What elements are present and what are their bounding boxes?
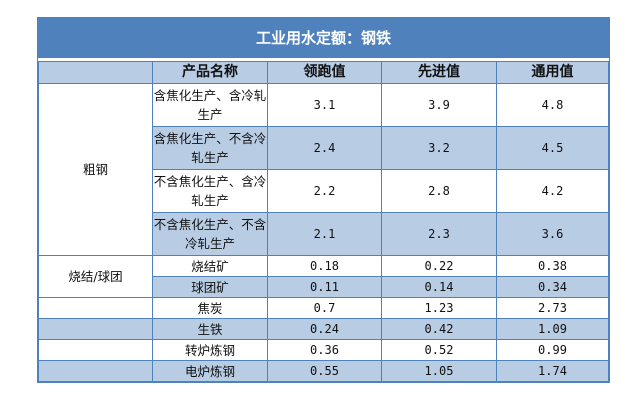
advanced-value: 0.52 [381,339,497,361]
product-cell: 不含焦化生产、不含冷轧生产 [152,212,268,256]
advanced-value: 0.42 [381,318,497,340]
lead-value: 0.7 [267,297,382,319]
group-empty [38,339,153,361]
general-value: 1.09 [496,318,609,340]
group-empty [38,297,153,319]
table-row: 转炉炼钢 0.36 0.52 0.99 [38,339,609,361]
group-empty [38,318,153,340]
header-general: 通用值 [496,61,609,84]
header-category [38,61,153,84]
group-crude-steel: 粗钢 [38,83,153,256]
lead-value: 0.55 [267,360,382,382]
general-value: 0.34 [496,276,609,298]
group-empty [38,360,153,382]
header-product: 产品名称 [152,61,268,84]
water-quota-table: 工业用水定额：钢铁 产品名称 领跑值 先进值 通用值 粗钢 含焦化生产、含冷轧生产… [37,17,610,383]
product-cell: 含焦化生产、不含冷轧生产 [152,126,268,170]
product-cell: 生铁 [152,318,268,340]
header-row: 产品名称 领跑值 先进值 通用值 [38,61,609,84]
lead-value: 0.24 [267,318,382,340]
product-cell: 转炉炼钢 [152,339,268,361]
table-row: 电炉炼钢 0.55 1.05 1.74 [38,360,609,382]
lead-value: 3.1 [267,83,382,127]
general-value: 0.38 [496,255,609,277]
table-row: 粗钢 含焦化生产、含冷轧生产 3.1 3.9 4.8 [38,83,609,256]
product-cell: 电炉炼钢 [152,360,268,382]
lead-value: 2.2 [267,169,382,213]
advanced-value: 2.3 [381,212,497,256]
header-lead: 领跑值 [267,61,382,84]
lead-value: 0.36 [267,339,382,361]
advanced-value: 1.23 [381,297,497,319]
table-row: 生铁 0.24 0.42 1.09 [38,318,609,340]
group-sinter-pellet: 烧结/球团 [38,255,153,298]
general-value: 0.99 [496,339,609,361]
general-value: 4.5 [496,126,609,170]
general-value: 4.8 [496,83,609,127]
lead-value: 2.4 [267,126,382,170]
product-cell: 含焦化生产、含冷轧生产 [152,83,268,127]
lead-value: 2.1 [267,212,382,256]
table-row: 不含焦化生产、不含冷轧生产 2.1 2.3 3.6 [39,212,609,256]
product-cell: 球团矿 [152,276,268,298]
table-row: 球团矿 0.11 0.14 0.34 [39,276,609,298]
lead-value: 0.11 [267,276,382,298]
general-value: 3.6 [496,212,609,256]
general-value: 4.2 [496,169,609,213]
advanced-value: 0.14 [381,276,497,298]
lead-value: 0.18 [267,255,382,277]
advanced-value: 2.8 [381,169,497,213]
table-title: 工业用水定额：钢铁 [38,18,609,61]
general-value: 1.74 [496,360,609,382]
product-cell: 烧结矿 [152,255,268,277]
table-row: 不含焦化生产、含冷轧生产 2.2 2.8 4.2 [39,169,609,213]
table-row: 含焦化生产、不含冷轧生产 2.4 3.2 4.5 [39,126,609,170]
advanced-value: 0.22 [381,255,497,277]
product-cell: 不含焦化生产、含冷轧生产 [152,169,268,213]
general-value: 2.73 [496,297,609,319]
table-row: 烧结/球团 烧结矿 0.18 0.22 0.38 [38,255,609,298]
advanced-value: 3.9 [381,83,497,127]
header-advanced: 先进值 [381,61,497,84]
table-row: 焦炭 0.7 1.23 2.73 [38,297,609,319]
advanced-value: 1.05 [381,360,497,382]
advanced-value: 3.2 [381,126,497,170]
product-cell: 焦炭 [152,297,268,319]
